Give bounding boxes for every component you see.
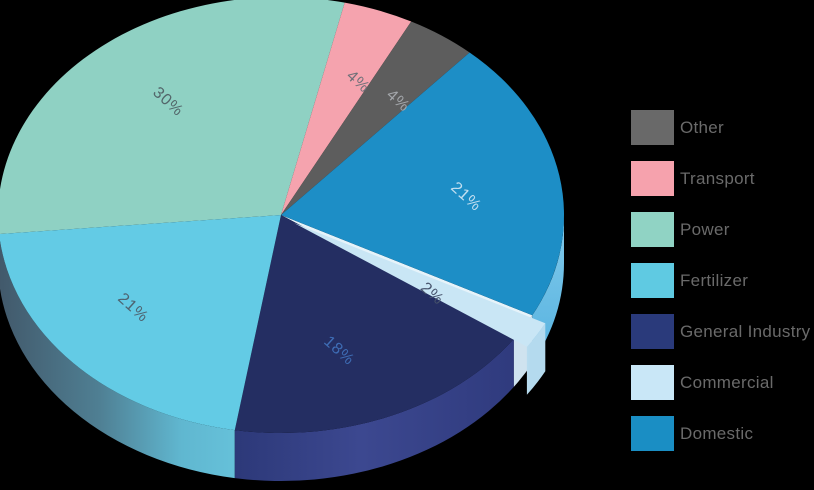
legend-item-transport: Transport [631,161,810,196]
legend-label: General Industry [680,322,810,342]
legend-label: Power [680,220,730,240]
legend-item-other: Other [631,110,810,145]
legend-swatch-commercial [631,365,674,400]
legend-swatch-power [631,212,674,247]
legend-swatch-fertilizer [631,263,674,298]
pie-chart-figure: 4%4%30%21%18%2%21% OtherTransportPowerFe… [0,0,814,490]
legend-swatch-domestic [631,416,674,451]
legend-item-domestic: Domestic [631,416,810,451]
legend-label: Domestic [680,424,753,444]
legend-swatch-other [631,110,674,145]
legend-item-fertilizer: Fertilizer [631,263,810,298]
legend-label: Fertilizer [680,271,748,291]
legend-label: Transport [680,169,755,189]
legend-item-power: Power [631,212,810,247]
legend: Other Transport Power Fertilizer General Ind… [631,110,810,467]
legend-swatch-transport [631,161,674,196]
legend-label: Commercial [680,373,774,393]
legend-item-commercial: Commercial [631,365,810,400]
legend-item-general-industry: General Industry [631,314,810,349]
legend-swatch-general-industry [631,314,674,349]
legend-label: Other [680,118,724,138]
